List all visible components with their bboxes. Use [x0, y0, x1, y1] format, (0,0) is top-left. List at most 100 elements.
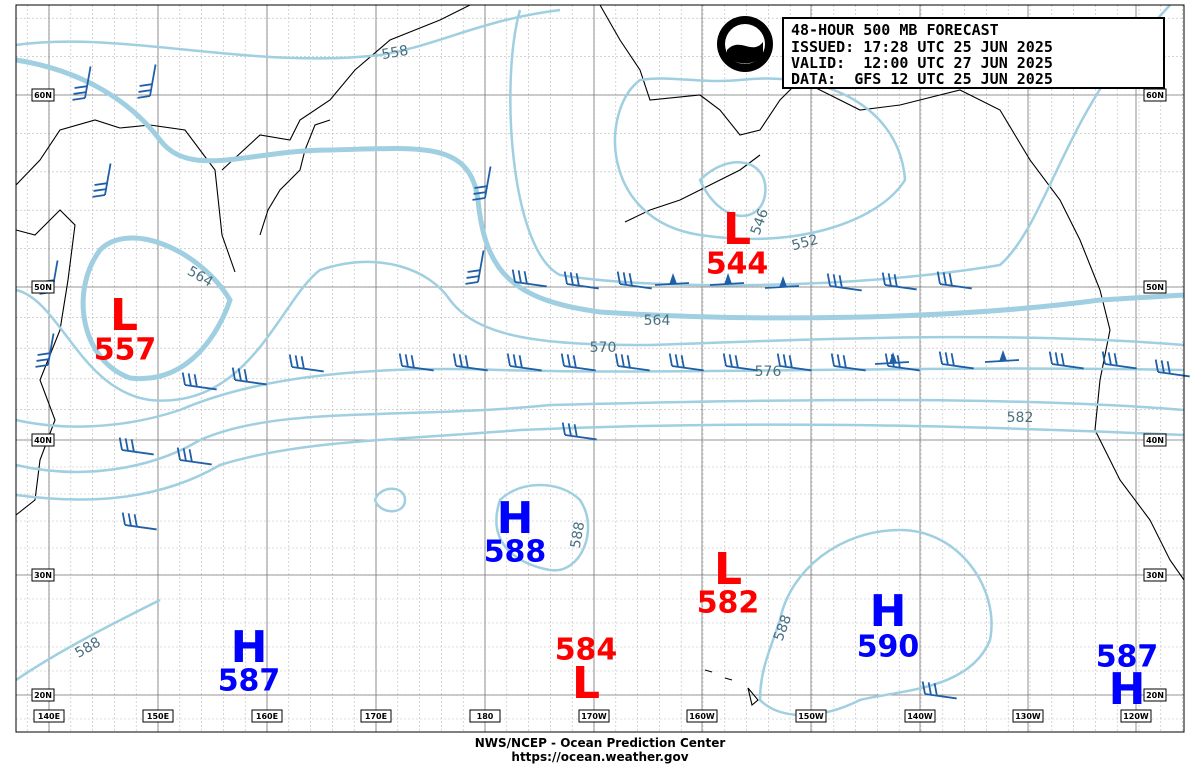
barb-feather — [560, 353, 565, 367]
header-title: 48-HOUR 500 MB FORECAST — [791, 21, 999, 39]
grid-label: 40N — [34, 436, 52, 445]
barb-feather — [893, 274, 898, 287]
barb-feather — [927, 682, 932, 695]
barb-feather — [193, 374, 198, 387]
grid-label: 130W — [1015, 712, 1041, 721]
contours — [15, 4, 1185, 717]
barb-feather — [722, 353, 727, 367]
coast-asia — [15, 4, 471, 273]
coast-kurils — [259, 119, 331, 236]
barb-feather — [398, 353, 403, 367]
grid-label-box — [469, 709, 501, 723]
barb-feather — [137, 95, 151, 99]
wind-barb — [560, 353, 596, 372]
barb-pennant — [889, 352, 897, 364]
wind-barb — [668, 353, 704, 372]
wind-barb — [936, 271, 972, 290]
center-value: 590 — [857, 630, 920, 665]
grid-label: 150E — [147, 712, 169, 721]
wind-barb — [722, 353, 758, 372]
grid-label-box — [795, 709, 827, 723]
barb-feather — [472, 197, 486, 201]
grid-label: 60N — [1146, 91, 1164, 100]
barb-feather — [569, 272, 574, 285]
contour — [373, 487, 407, 513]
grid-label-box — [1120, 709, 1152, 723]
barb-feather — [35, 364, 49, 368]
center-letter: L — [714, 544, 742, 595]
barb-pennant — [779, 276, 787, 288]
barb-feather — [73, 91, 87, 95]
barb-feather — [563, 271, 568, 285]
barb-feather — [776, 353, 781, 367]
barb-feather — [1107, 352, 1112, 365]
barb-feather — [92, 194, 106, 198]
grid-label: 160W — [689, 712, 715, 721]
header-valid: VALID: 12:00 UTC 27 JUN 2025 — [791, 54, 1053, 72]
grid-label-box — [31, 568, 55, 582]
wind-barb — [1048, 351, 1084, 370]
grid-label: 50N — [34, 283, 52, 292]
wind-barb — [398, 353, 434, 372]
barb-feather — [942, 272, 947, 285]
wind-barb — [121, 512, 157, 531]
wind-barb — [137, 64, 157, 99]
barb-feather — [950, 353, 955, 366]
contour-label: 588 — [568, 520, 588, 549]
footer-url: https://ocean.weather.gov — [511, 750, 688, 764]
barb-feather — [138, 89, 152, 93]
barb-feather — [176, 447, 181, 461]
barb-feather — [93, 188, 107, 192]
barb-feather — [616, 271, 621, 285]
wind-barbs — [35, 64, 1190, 700]
grid-label: 40N — [1146, 436, 1164, 445]
wind-barb — [35, 333, 55, 368]
coast-hawaii — [704, 669, 759, 706]
wind-barb — [938, 351, 974, 370]
barb-feather — [575, 273, 580, 286]
barb-feather — [74, 85, 88, 89]
barb-feather — [133, 514, 138, 527]
barb-feather — [887, 273, 892, 286]
barb-feather — [1154, 359, 1159, 373]
grid-label: 170E — [365, 712, 387, 721]
barb-feather — [518, 355, 523, 368]
center-value: 587 — [1096, 640, 1159, 675]
barb-feather — [473, 191, 487, 195]
barb-feather — [836, 354, 841, 367]
barb-feather — [938, 351, 943, 365]
grid-label-box — [31, 688, 55, 702]
grid-label: 180 — [477, 712, 494, 721]
wind-barb — [826, 273, 862, 292]
grid-label-box — [686, 709, 718, 723]
barb-feather — [130, 439, 135, 452]
barb-feather — [452, 353, 457, 367]
barb-feather — [187, 373, 192, 386]
center-letter: L — [572, 658, 600, 709]
barb-feather — [573, 424, 578, 437]
barb-feather — [567, 423, 572, 436]
contour — [509, 4, 1171, 287]
barb-feather — [842, 355, 847, 368]
grid-label: 120W — [1123, 712, 1149, 721]
barb-feather — [1160, 360, 1165, 373]
barb-feather — [628, 273, 633, 286]
grid — [16, 5, 1184, 732]
grid-label: 140E — [38, 712, 60, 721]
barb-feather — [566, 354, 571, 367]
barb-feather — [622, 272, 627, 285]
barb-feather — [181, 372, 186, 386]
barb-feather — [37, 352, 51, 356]
barb-feather — [506, 353, 511, 367]
grid-label-box — [1143, 433, 1167, 447]
contour — [15, 57, 1185, 321]
center-value: 587 — [218, 664, 281, 699]
center-letter: L — [723, 204, 751, 255]
grid-label: 170W — [581, 712, 607, 721]
barb-feather — [680, 355, 685, 368]
coast-japan — [15, 209, 76, 516]
barb-pennant — [999, 350, 1007, 362]
